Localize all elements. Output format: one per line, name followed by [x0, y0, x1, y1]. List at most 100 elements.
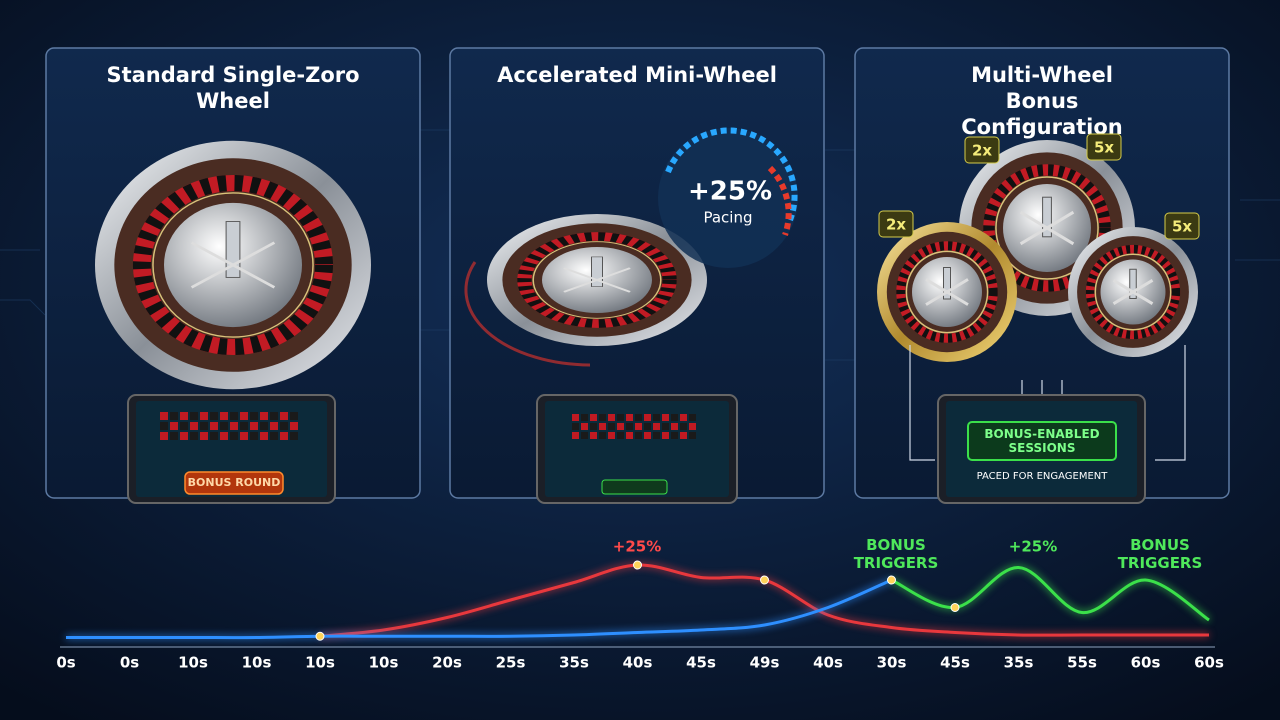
- roulette-wheel: [877, 222, 1017, 362]
- bet-cell: [180, 432, 188, 440]
- multiplier-badge: [964, 136, 1000, 164]
- bet-cell: [220, 422, 228, 430]
- inner-ring: [995, 176, 1099, 280]
- bet-cell: [581, 432, 588, 439]
- multiplier-badge: [1086, 133, 1122, 161]
- bet-cell: [190, 422, 198, 430]
- multiplier-badge: [878, 210, 914, 238]
- bet-cell: [572, 423, 579, 430]
- bet-cell: [590, 414, 597, 421]
- bet-cell: [653, 432, 660, 439]
- x-tick-label: 0s: [120, 654, 139, 672]
- panel-title: Standard Single-Zoro Wheel: [106, 63, 359, 113]
- highlight-dot: [633, 560, 642, 570]
- highlight-dot: [315, 631, 325, 641]
- x-tick-label: 10s: [242, 654, 272, 672]
- bet-cell: [644, 414, 651, 421]
- bet-cell: [160, 432, 168, 440]
- inner-ring: [532, 241, 662, 319]
- bet-cell: [210, 412, 218, 420]
- bet-cell: [230, 422, 238, 430]
- bet-cell: [662, 423, 669, 430]
- turret: [1112, 279, 1154, 305]
- bet-cell: [200, 432, 208, 440]
- inner-ring: [905, 250, 989, 334]
- bet-cell: [260, 412, 268, 420]
- bet-cell: [280, 432, 288, 440]
- bet-cell: [190, 412, 198, 420]
- multiplier-badge: [1164, 212, 1200, 240]
- x-tick-label: 0s: [56, 654, 75, 672]
- bet-cell: [635, 432, 642, 439]
- bet-cell: [280, 412, 288, 420]
- timeline-line: [66, 578, 893, 640]
- roulette-wheel: [487, 214, 707, 346]
- x-tick-label: 30s: [877, 654, 907, 672]
- artwork: Standard Single-Zoro Wheel Accelerated Min…: [56, 63, 1224, 672]
- bet-cell: [180, 422, 188, 430]
- x-tick-label: 60s: [1131, 654, 1161, 672]
- bet-cell: [599, 423, 606, 430]
- bet-cell: [170, 422, 178, 430]
- bonus-session-box: [967, 421, 1117, 461]
- multiplier-label: 5x: [1094, 139, 1114, 157]
- bet-cell: [590, 423, 597, 430]
- bet-cell: [250, 422, 258, 430]
- x-tick-label: 40s: [813, 654, 843, 672]
- multiplier-label: 5x: [1172, 218, 1192, 236]
- turret: [925, 278, 969, 306]
- x-tick-label: 35s: [1004, 654, 1034, 672]
- bet-cell: [572, 414, 579, 421]
- multiplier-label: 2x: [972, 142, 992, 160]
- x-tick-label: 10s: [178, 654, 208, 672]
- bet-cell: [160, 412, 168, 420]
- bet-cell: [270, 422, 278, 430]
- bet-cell: [590, 432, 597, 439]
- bet-cell: [617, 414, 624, 421]
- timeline-line: [319, 563, 1209, 638]
- pacing-label: Pacing: [703, 209, 752, 227]
- x-tick-label: 60s: [1194, 654, 1224, 672]
- bet-cell: [230, 412, 238, 420]
- motion-blur: [464, 261, 591, 367]
- inner-ring: [152, 192, 314, 338]
- bet-cell: [170, 412, 178, 420]
- bet-cell: [180, 412, 188, 420]
- x-tick-label: 35s: [559, 654, 589, 672]
- bet-cell: [581, 414, 588, 421]
- bet-cell: [240, 412, 248, 420]
- highlight-dot: [887, 575, 896, 585]
- bet-cell: [617, 423, 624, 430]
- turret: [190, 241, 276, 289]
- bet-cell: [599, 432, 606, 439]
- bet-cell: [671, 414, 678, 421]
- multiplier-label: 2x: [886, 216, 906, 234]
- bet-cell: [689, 414, 696, 421]
- bet-cell: [689, 423, 696, 430]
- bet-cell: [290, 422, 298, 430]
- bet-cell: [260, 432, 268, 440]
- x-tick-label: 55s: [1067, 654, 1097, 672]
- bet-cell: [617, 432, 624, 439]
- bet-cell: [200, 422, 208, 430]
- x-tick-label: 10s: [369, 654, 399, 672]
- bet-cell: [581, 423, 588, 430]
- annotation: +25%: [613, 538, 661, 556]
- bet-cell: [160, 422, 168, 430]
- x-tick-label: 45s: [940, 654, 970, 672]
- x-tick-label: 45s: [686, 654, 716, 672]
- bet-cell: [626, 432, 633, 439]
- spindle: [943, 267, 951, 300]
- annotation: +25%: [1009, 538, 1057, 556]
- bet-cell: [653, 423, 660, 430]
- x-tick-label: 20s: [432, 654, 462, 672]
- bet-cell: [220, 432, 228, 440]
- highlight-dot: [950, 603, 960, 612]
- bet-cell: [680, 414, 687, 421]
- pacing-arc-hot: [767, 165, 792, 236]
- x-tick-label: 40s: [623, 654, 653, 672]
- bet-cell: [210, 432, 218, 440]
- bet-cell: [290, 432, 298, 440]
- circuit-lines: [0, 129, 1280, 361]
